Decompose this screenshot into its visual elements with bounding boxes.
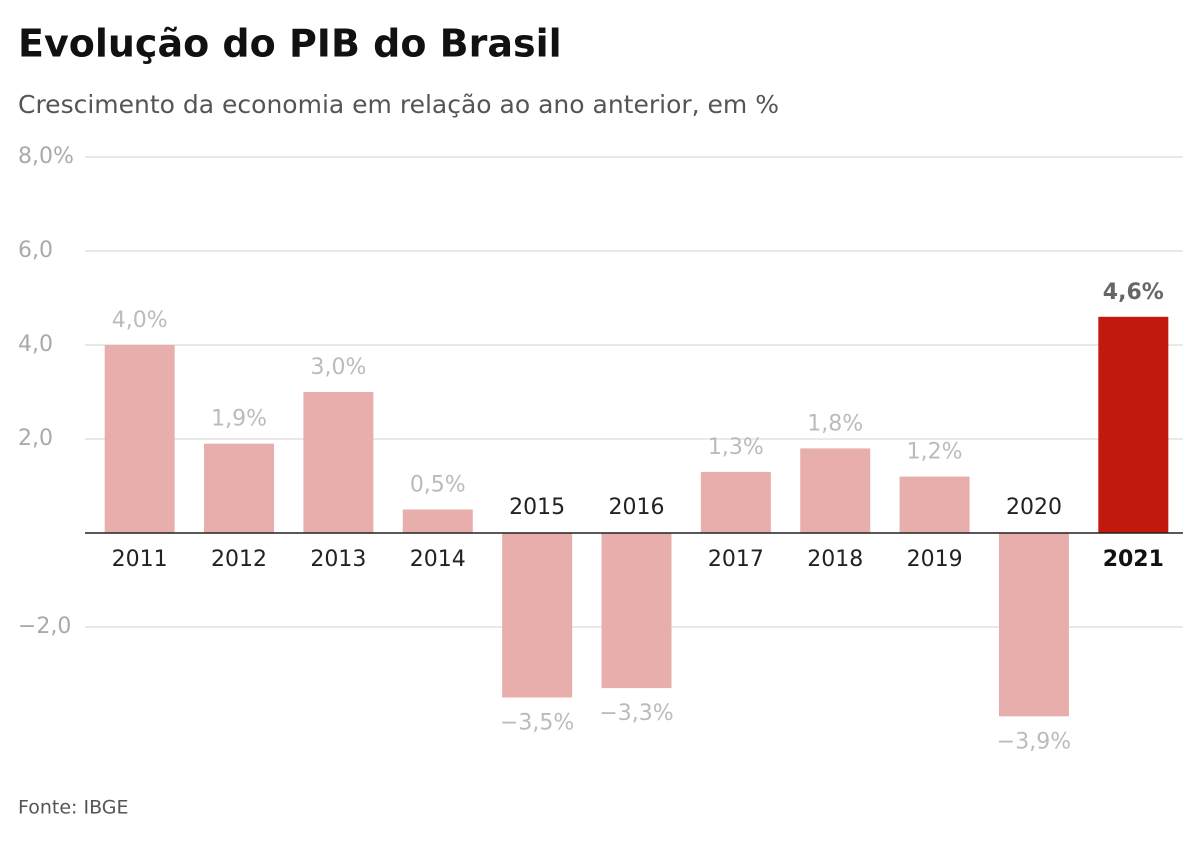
value-label: 0,5% (410, 473, 466, 498)
bar (800, 448, 871, 533)
chart-title: Evolução do PIB do Brasil (18, 22, 562, 66)
x-tick-label: 2016 (609, 495, 665, 520)
x-tick-label: 2012 (211, 547, 267, 572)
bar (899, 476, 970, 533)
source: Fonte: IBGE (18, 797, 129, 819)
x-tick-label: 2018 (807, 547, 863, 572)
x-tick-label: 2021 (1103, 547, 1164, 572)
x-tick-label: 2019 (907, 547, 963, 572)
bar (998, 533, 1069, 717)
value-label: 1,3% (708, 435, 764, 460)
value-label: 1,9% (211, 407, 267, 432)
bar (502, 533, 573, 698)
value-label: 1,8% (807, 411, 863, 436)
value-label: 4,0% (112, 308, 168, 333)
bar (303, 392, 374, 533)
value-label: −3,5% (500, 711, 574, 736)
y-tick-label: −2,0 (18, 614, 71, 639)
x-tick-label: 2020 (1006, 495, 1062, 520)
x-tick-label: 2017 (708, 547, 764, 572)
y-tick-label: 2,0 (18, 426, 53, 451)
value-label: −3,9% (997, 729, 1071, 754)
y-tick-label: 6,0 (18, 238, 53, 263)
x-tick-label: 2011 (112, 547, 168, 572)
value-label: −3,3% (599, 701, 673, 726)
bar (402, 509, 473, 533)
bar (104, 345, 175, 533)
chart-subtitle: Crescimento da economia em relação ao an… (18, 90, 779, 119)
bar (601, 533, 672, 689)
bar (700, 471, 771, 533)
value-label: 1,2% (907, 440, 963, 465)
value-label: 4,6% (1103, 280, 1164, 305)
x-tick-label: 2014 (410, 547, 466, 572)
y-tick-label: 4,0 (18, 332, 53, 357)
x-tick-label: 2013 (310, 547, 366, 572)
bar (204, 443, 275, 533)
x-tick-label: 2015 (509, 495, 565, 520)
y-tick-label: 8,0% (18, 144, 74, 169)
value-label: 3,0% (310, 355, 366, 380)
bar (1098, 316, 1169, 533)
